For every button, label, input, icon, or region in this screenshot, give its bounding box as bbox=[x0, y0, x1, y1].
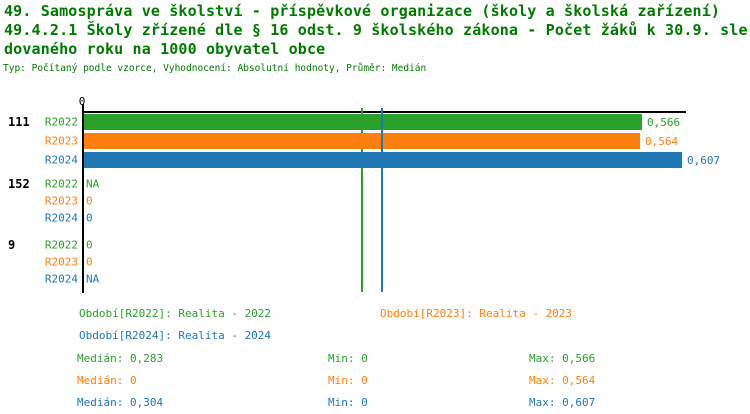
y-axis-line bbox=[82, 104, 84, 293]
stat-max-r2023: Max: 0,564 bbox=[529, 374, 596, 387]
series-label: R2022 bbox=[44, 177, 78, 191]
group-label-9: 9 bbox=[8, 238, 16, 252]
legend-period-r2024: Období[R2024]: Realita - 2024 bbox=[79, 329, 272, 342]
stat-median-r2023: Medián: 0 bbox=[77, 374, 137, 387]
value-bar bbox=[84, 114, 642, 130]
chart-title-line1: 49. Samospráva ve školství - příspěvkové… bbox=[4, 2, 721, 20]
series-label: R2023 bbox=[44, 194, 78, 208]
chart-subtitle: Typ: Počítaný podle vzorce, Vyhodnocení:… bbox=[3, 63, 427, 74]
stat-min-r2024: Min: 0 bbox=[328, 396, 368, 409]
x-axis-line bbox=[82, 111, 686, 113]
value-bar bbox=[84, 133, 640, 149]
series-label: R2024 bbox=[44, 211, 78, 225]
series-label: R2022 bbox=[44, 115, 78, 129]
na-value-label: NA bbox=[86, 177, 100, 191]
chart-title-line2: 49.4.2.1 Školy zřízené dle § 16 odst. 9 … bbox=[4, 21, 748, 39]
legend-period-r2022: Období[R2022]: Realita - 2022 bbox=[79, 307, 272, 320]
series-label: R2024 bbox=[44, 153, 78, 167]
series-label: R2024 bbox=[44, 272, 78, 286]
group-label-152: 152 bbox=[8, 177, 30, 191]
stat-min-r2022: Min: 0 bbox=[328, 352, 368, 365]
bar-row-9-r2024: R2024 NA bbox=[0, 272, 750, 286]
bar-row-111-r2022: 111 R2022 0,566 bbox=[0, 114, 750, 130]
series-label: R2023 bbox=[44, 255, 78, 269]
bar-value-label: 0,564 bbox=[645, 134, 679, 148]
bar-row-111-r2024: R2024 0,607 bbox=[0, 152, 750, 168]
series-label: R2022 bbox=[44, 238, 78, 252]
stat-median-r2024: Medián: 0,304 bbox=[77, 396, 164, 409]
group-label-111: 111 bbox=[8, 115, 30, 129]
stat-min-r2023: Min: 0 bbox=[328, 374, 368, 387]
zero-value-label: 0 bbox=[86, 194, 93, 208]
bar-row-152-r2022: 152 R2022 NA bbox=[0, 177, 750, 191]
zero-value-label: 0 bbox=[86, 255, 93, 269]
zero-value-label: 0 bbox=[86, 211, 93, 225]
zero-value-label: 0 bbox=[86, 238, 93, 252]
value-bar bbox=[84, 152, 682, 168]
bar-row-9-r2022: 9 R2022 0 bbox=[0, 238, 750, 252]
bar-row-152-r2023: R2023 0 bbox=[0, 194, 750, 208]
na-value-label: NA bbox=[86, 272, 100, 286]
median-line-r2022 bbox=[361, 108, 363, 292]
bar-row-9-r2023: R2023 0 bbox=[0, 255, 750, 269]
chart-title-line3: dovaného roku na 1000 obyvatel obce bbox=[4, 40, 326, 58]
stat-max-r2022: Max: 0,566 bbox=[529, 352, 596, 365]
bar-value-label: 0,607 bbox=[687, 153, 721, 167]
x-axis-zero-label: 0 bbox=[78, 95, 86, 108]
bar-row-152-r2024: R2024 0 bbox=[0, 211, 750, 225]
stat-max-r2024: Max: 0,607 bbox=[529, 396, 596, 409]
bar-row-111-r2023: R2023 0,564 bbox=[0, 133, 750, 149]
legend-period-r2023: Období[R2023]: Realita - 2023 bbox=[380, 307, 573, 320]
series-label: R2023 bbox=[44, 134, 78, 148]
stat-median-r2022: Medián: 0,283 bbox=[77, 352, 164, 365]
bar-value-label: 0,566 bbox=[647, 115, 681, 129]
median-line-r2024 bbox=[381, 108, 383, 292]
